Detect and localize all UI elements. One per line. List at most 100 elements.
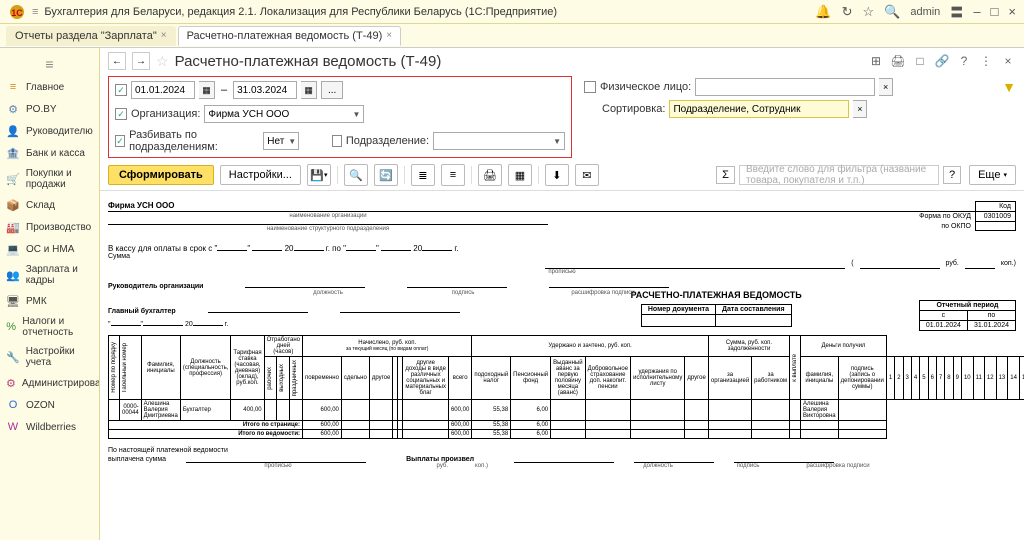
close-icon[interactable]: × xyxy=(161,30,167,41)
sidebar-item[interactable]: ⚙PO.BY xyxy=(0,98,99,120)
settings-icon[interactable]: 〓 xyxy=(950,2,963,21)
app-title: Бухгалтерия для Беларуси, редакция 2.1. … xyxy=(44,6,557,18)
expand-icon[interactable]: ≣ xyxy=(411,164,435,186)
burger-icon[interactable]: ≡ xyxy=(32,6,38,18)
tool-icon[interactable]: ⊞ xyxy=(868,53,884,69)
tool-icon[interactable]: 🖨 xyxy=(890,53,906,69)
history-icon[interactable]: ↻ xyxy=(842,4,853,20)
sidebar-item[interactable]: ⚙ Администрирование xyxy=(0,372,99,394)
split-checkbox[interactable] xyxy=(115,135,125,147)
help-icon[interactable]: ? xyxy=(956,53,972,69)
dep-combo[interactable]: ▼ xyxy=(433,132,565,150)
nav-label: Настройки учета xyxy=(26,346,93,368)
date-to-input[interactable] xyxy=(233,81,297,99)
sidebar-item[interactable]: 🖥РМК xyxy=(0,290,99,312)
fiz-combo[interactable] xyxy=(695,78,875,96)
org-combo[interactable]: Фирма УСН ООО▼ xyxy=(204,105,364,123)
sidebar-item[interactable]: WWildberries xyxy=(0,416,99,438)
sort-label: Сортировка: xyxy=(602,103,665,115)
nav-label: PO.BY xyxy=(26,104,57,115)
sidebar-item[interactable]: 👤Руководителю xyxy=(0,120,99,142)
sidebar-item[interactable]: 🏭Производство xyxy=(0,216,99,238)
date-checkbox[interactable] xyxy=(115,84,127,96)
nav-icon: ⚙ xyxy=(6,376,16,390)
filter-panel: ▦ – ▦ ... Организация: Фирма УСН ООО▼ xyxy=(108,76,572,158)
tool-icon[interactable]: 🔗 xyxy=(934,53,950,69)
zoom-icon[interactable]: 🔍 xyxy=(344,164,368,186)
sidebar-item[interactable]: OOZON xyxy=(0,394,99,416)
fav-star-icon[interactable]: ☆ xyxy=(156,53,169,70)
doc-title: РАСЧЕТНО-ПЛАТЕЖНАЯ ВЕДОМОСТЬ xyxy=(513,290,918,300)
clear-icon[interactable]: × xyxy=(853,100,867,118)
period-btn[interactable]: ... xyxy=(321,81,343,99)
download-icon[interactable]: ⬇ xyxy=(545,164,569,186)
clear-icon[interactable]: × xyxy=(879,78,893,96)
user-label[interactable]: admin xyxy=(910,6,940,18)
filter-icon[interactable]: ▼ xyxy=(1002,79,1016,95)
mail-icon[interactable]: ✉ xyxy=(575,164,599,186)
nav-back-button[interactable]: ← xyxy=(108,52,126,70)
help-icon[interactable]: ? xyxy=(943,166,961,184)
form-button[interactable]: Сформировать xyxy=(108,165,214,185)
tabbar: Отчеты раздела "Зарплата" × Расчетно-пла… xyxy=(0,24,1024,48)
close-panel-icon[interactable]: × xyxy=(1000,53,1016,69)
sidebar-item[interactable]: 💻 ОС и НМА xyxy=(0,238,99,260)
nav-icon: 💻 xyxy=(6,242,20,256)
tab-label: Расчетно-платежная ведомость (Т-49) xyxy=(187,30,383,42)
star-icon[interactable]: ☆ xyxy=(862,4,874,20)
fiz-label: Физическое лицо: xyxy=(600,81,691,93)
calendar-icon[interactable]: ▦ xyxy=(301,81,317,99)
sidebar-item[interactable]: 🏦Банк и касса xyxy=(0,142,99,164)
nav-icon: W xyxy=(6,420,20,434)
date-from-input[interactable] xyxy=(131,81,195,99)
titlebar: 1C ≡ Бухгалтерия для Беларуси, редакция … xyxy=(0,0,1024,24)
sort-combo[interactable]: Подразделение, Сотрудник xyxy=(669,100,849,118)
nav-label: Администрирование xyxy=(22,378,100,389)
dep-label: Подразделение: xyxy=(346,135,429,147)
sidebar-item[interactable]: 🔧Настройки учета xyxy=(0,342,99,372)
print-icon[interactable]: 🖨 xyxy=(478,164,502,186)
maximize-icon[interactable]: □ xyxy=(991,4,999,19)
org-checkbox[interactable] xyxy=(115,108,127,120)
app-logo-icon: 1C xyxy=(8,3,26,21)
filter-search-input[interactable]: Введите слово для фильтра (название това… xyxy=(739,165,939,185)
nav-label: ОС и НМА xyxy=(26,244,74,255)
cash-line: В кассу для оплаты в срок с "" 20 г. по … xyxy=(108,242,1016,253)
sidebar-item[interactable]: 🛒Покупки и продажи xyxy=(0,164,99,194)
refresh-icon[interactable]: 🔄 xyxy=(374,164,398,186)
collapse-icon[interactable]: ≡ xyxy=(441,164,465,186)
fiz-checkbox[interactable] xyxy=(584,81,596,93)
nav-icon: ≡ xyxy=(6,80,20,94)
close-icon[interactable]: × xyxy=(1008,4,1016,19)
tool-icon[interactable]: □ xyxy=(912,53,928,69)
search-icon[interactable]: 🔍 xyxy=(884,4,900,20)
minimize-icon[interactable]: – xyxy=(973,4,980,19)
split-combo[interactable]: Нет▼ xyxy=(263,132,299,150)
sidebar-item[interactable]: ≡Главное xyxy=(0,76,99,98)
sidebar-item[interactable]: %Налоги и отчетность xyxy=(0,312,99,342)
sidebar-item[interactable]: 📦Склад xyxy=(0,194,99,216)
tab-t49[interactable]: Расчетно-платежная ведомость (Т-49) × xyxy=(178,26,402,46)
table-icon[interactable]: ▦ xyxy=(508,164,532,186)
report-body: Код Форма по ОКУД0301009 по ОКПО Фирма У… xyxy=(100,191,1024,540)
nav-label: OZON xyxy=(26,400,55,411)
menu-collapse-icon[interactable]: ≡ xyxy=(0,52,99,76)
report-title: Расчетно-платежная ведомость (Т-49) xyxy=(175,53,442,70)
org-label: Организация: xyxy=(131,108,200,120)
bell-icon[interactable]: 🔔 xyxy=(815,4,831,20)
nav-fwd-button[interactable]: → xyxy=(132,52,150,70)
tab-reports[interactable]: Отчеты раздела "Зарплата" × xyxy=(6,26,176,46)
sigma-icon[interactable]: Σ xyxy=(716,166,735,184)
close-icon[interactable]: × xyxy=(386,30,392,41)
sidebar-item[interactable]: 👥Зарплата и кадры xyxy=(0,260,99,290)
dep-checkbox[interactable] xyxy=(332,135,342,147)
save-icon[interactable]: 💾 ▾ xyxy=(307,164,331,186)
more-icon[interactable]: ⋮ xyxy=(978,53,994,69)
nav-label: Производство xyxy=(26,222,91,233)
svg-text:1C: 1C xyxy=(11,8,23,18)
calendar-icon[interactable]: ▦ xyxy=(199,81,215,99)
settings-button[interactable]: Настройки... xyxy=(220,165,301,185)
more-button[interactable]: Еще ▾ xyxy=(969,165,1016,185)
nav-label: Зарплата и кадры xyxy=(26,264,93,286)
nav-label: Покупки и продажи xyxy=(26,168,93,190)
